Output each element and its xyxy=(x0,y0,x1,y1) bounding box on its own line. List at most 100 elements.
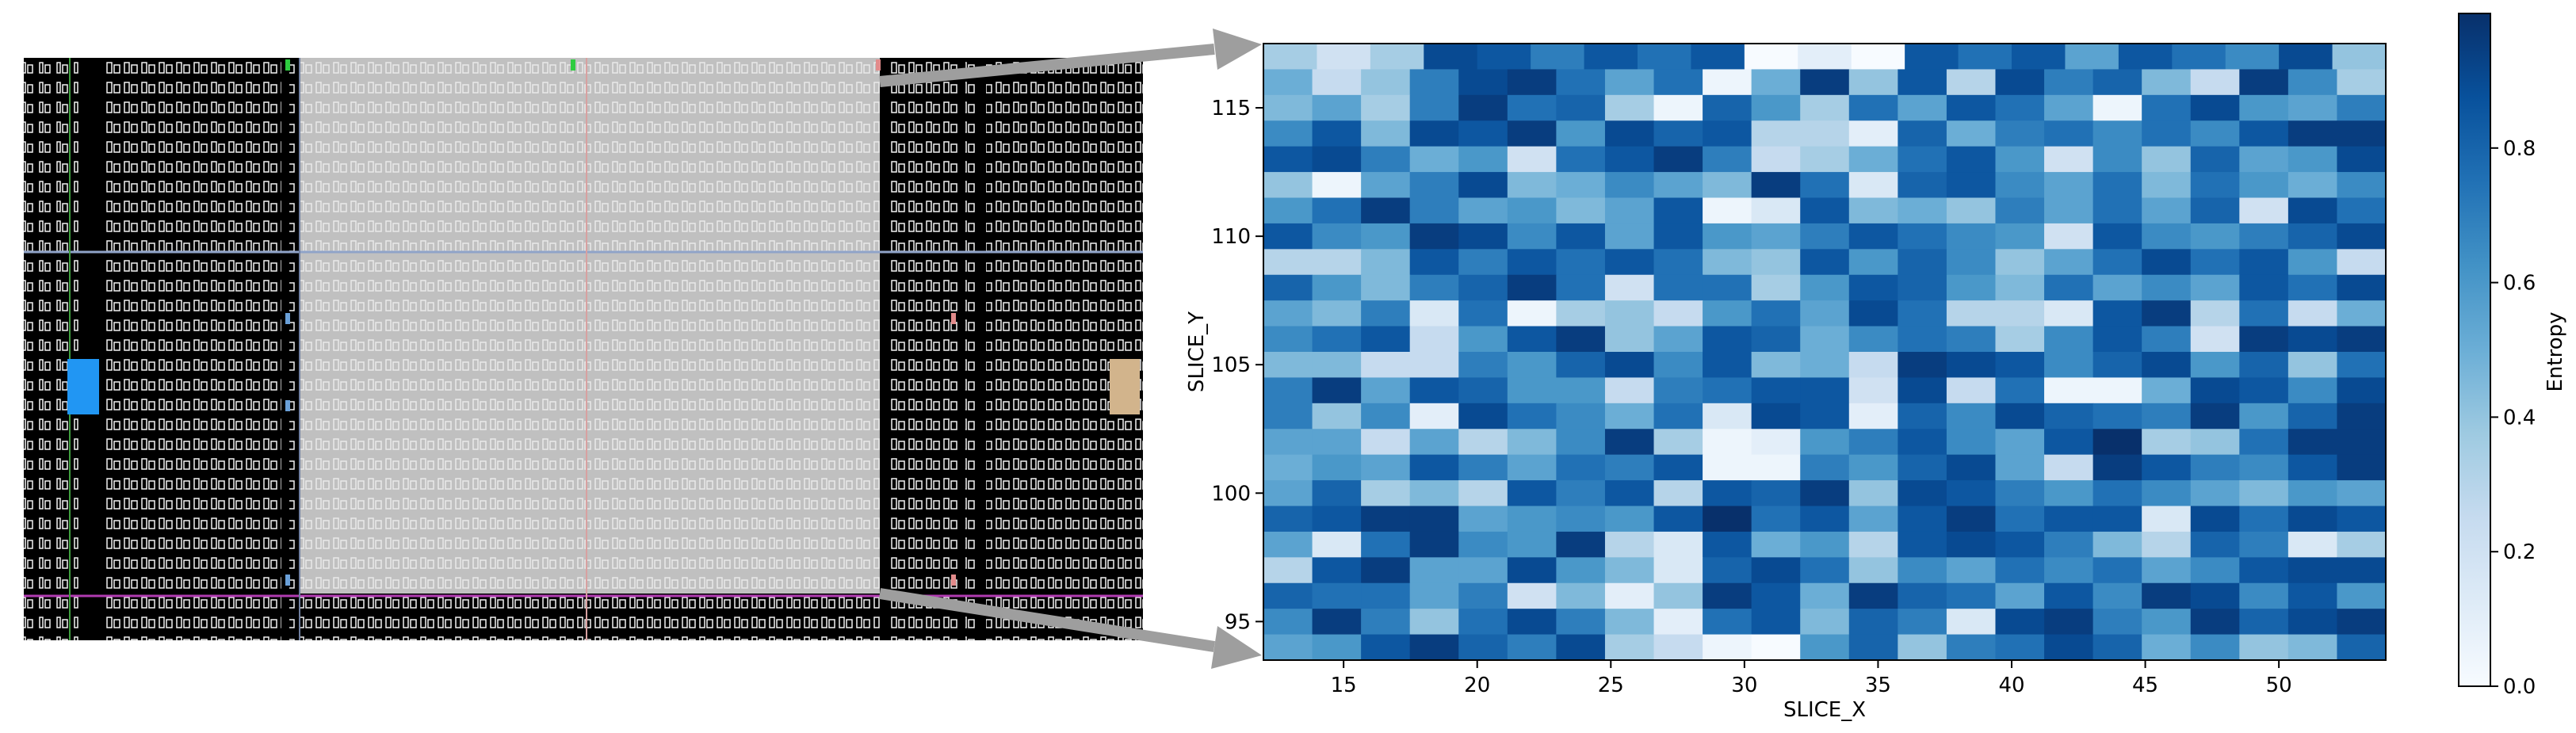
heatmap-cell xyxy=(1507,634,1557,661)
heatmap-cell xyxy=(1263,300,1313,327)
heatmap-cell xyxy=(2287,454,2338,481)
heatmap-cell xyxy=(1703,300,1752,327)
heatmap-cell xyxy=(2190,377,2240,404)
heatmap-cell xyxy=(2190,403,2240,429)
heatmap-cell xyxy=(2287,274,2338,301)
y-tick-label: 95 xyxy=(1225,610,1251,634)
heatmap-cell xyxy=(1361,326,1411,353)
heatmap-cell xyxy=(1458,506,1508,533)
heatmap-cell xyxy=(1409,506,1459,533)
zoom-arrows xyxy=(878,29,1262,669)
heatmap-cell xyxy=(2287,582,2338,609)
heatmap-cell xyxy=(2239,429,2289,456)
heatmap-cell xyxy=(2287,506,2338,533)
heatmap-cell xyxy=(1263,249,1313,276)
heatmap-cell xyxy=(2142,429,2192,456)
heatmap-cell xyxy=(1800,249,1850,276)
heatmap-cell xyxy=(1507,69,1557,96)
heatmap-cells xyxy=(1263,44,2387,661)
heatmap-cell xyxy=(2332,44,2387,71)
heatmap-cell xyxy=(1800,634,1850,661)
selected-region-cells xyxy=(300,58,880,594)
heatmap-cell xyxy=(2239,480,2289,507)
heatmap-cell xyxy=(1361,352,1411,379)
heatmap-cell xyxy=(1898,249,1947,276)
heatmap-cell xyxy=(1751,326,1801,353)
heatmap-cell xyxy=(1751,352,1801,379)
heatmap-cell xyxy=(1263,582,1313,609)
heatmap-cell xyxy=(1361,531,1411,558)
heatmap-cell xyxy=(1507,94,1557,121)
heatmap-cell xyxy=(1263,429,1313,456)
heatmap-cell xyxy=(1898,429,1947,456)
heatmap-cell xyxy=(1263,197,1313,224)
heatmap-cell xyxy=(1361,506,1411,533)
heatmap-cell xyxy=(1751,274,1801,301)
heatmap-cell xyxy=(2044,249,2094,276)
heatmap-cell xyxy=(1409,377,1459,404)
heatmap-cell xyxy=(2142,377,2192,404)
separator-column xyxy=(79,58,103,640)
heatmap-cell xyxy=(2287,249,2338,276)
heatmap-cell xyxy=(1995,480,2045,507)
heatmap-cell xyxy=(1800,377,1850,404)
heatmap-cell xyxy=(1361,634,1411,661)
heatmap-cell xyxy=(1751,146,1801,173)
heatmap-cell xyxy=(1703,582,1752,609)
heatmap-cell xyxy=(1848,326,1898,353)
heatmap-cell xyxy=(1312,480,1362,507)
heatmap-cell xyxy=(1898,582,1947,609)
heatmap-cell xyxy=(2337,69,2387,96)
heatmap-cell xyxy=(2190,94,2240,121)
heatmap-cell xyxy=(1263,377,1313,404)
heatmap-cell xyxy=(1507,557,1557,584)
heatmap-cell xyxy=(1800,582,1850,609)
heatmap-cell xyxy=(1312,326,1362,353)
heatmap-cell xyxy=(2287,326,2338,353)
zoom-arrow-bottom-head xyxy=(1211,626,1262,669)
heatmap-cell xyxy=(2044,609,2094,636)
heatmap-cell xyxy=(2093,172,2142,199)
heatmap-cell xyxy=(1507,172,1557,199)
heatmap-cell xyxy=(2044,94,2094,121)
heatmap-cell xyxy=(2287,197,2338,224)
heatmap-cell xyxy=(2093,197,2142,224)
heatmap-cell xyxy=(1370,44,1424,71)
heatmap-cell xyxy=(1556,69,1606,96)
heatmap-cell xyxy=(1995,326,2045,353)
heatmap-cell xyxy=(1898,557,1947,584)
heatmap-cell xyxy=(2287,94,2338,121)
marker-blue xyxy=(285,575,290,586)
y-axis-label: SLICE_Y xyxy=(1185,311,1209,392)
heatmap-cell xyxy=(1946,69,1997,96)
heatmap-cell xyxy=(2337,429,2387,456)
heatmap-cell xyxy=(1604,403,1655,429)
heatmap-cell xyxy=(1409,429,1459,456)
clb-column-group-left xyxy=(103,58,297,640)
y-tick-label: 105 xyxy=(1211,353,1251,377)
heatmap-cell xyxy=(1458,480,1508,507)
heatmap-cell xyxy=(1507,480,1557,507)
heatmap-cell xyxy=(1312,172,1362,199)
heatmap-cell xyxy=(2190,274,2240,301)
heatmap-cell xyxy=(1312,197,1362,224)
heatmap-cell xyxy=(1409,249,1459,276)
heatmap-cell xyxy=(2239,274,2289,301)
heatmap-cell xyxy=(1361,249,1411,276)
heatmap-cell xyxy=(1848,609,1898,636)
heatmap-cell xyxy=(2044,557,2094,584)
heatmap-cell xyxy=(2044,300,2094,327)
heatmap-cell xyxy=(1653,326,1703,353)
heatmap-cell xyxy=(1800,506,1850,533)
heatmap-cell xyxy=(1263,326,1313,353)
heatmap-cell xyxy=(1556,377,1606,404)
heatmap-cell xyxy=(2093,249,2142,276)
heatmap-cell xyxy=(1312,352,1362,379)
heatmap-cell xyxy=(2287,120,2338,147)
heatmap-cell xyxy=(1995,300,2045,327)
heatmap-cell xyxy=(1946,429,1997,456)
heatmap-cell xyxy=(1361,557,1411,584)
heatmap-cell xyxy=(2142,403,2192,429)
heatmap-cell xyxy=(2239,531,2289,558)
heatmap-cell xyxy=(2239,352,2289,379)
